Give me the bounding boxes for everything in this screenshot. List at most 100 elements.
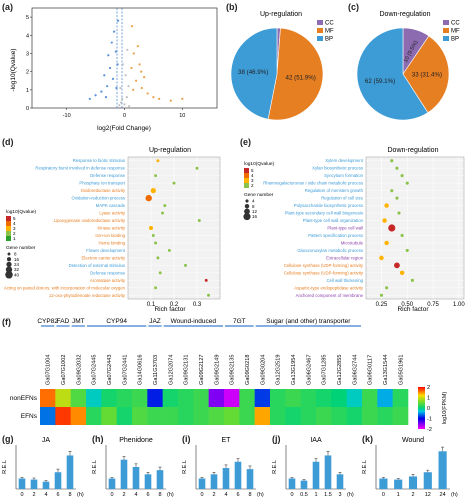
heatmap-column-label: Ga06G0117 [368, 355, 374, 385]
panel-label-a: (a) [2, 2, 13, 12]
enrichment-dot [154, 174, 158, 178]
gene-group-label: JAZ [149, 318, 161, 325]
legend-label-mf: MF [451, 29, 460, 35]
legend-swatch-cc [317, 20, 323, 25]
enrichment-term-label: Plant-type cell wall [327, 226, 363, 231]
gene-number-legend-dot [7, 252, 11, 256]
enrichment-dot [405, 248, 409, 252]
heatmap-column-label: Ga12G2519 [276, 355, 282, 385]
gene-group-label: FAD [57, 318, 70, 325]
bar-x-unit: (h) [451, 492, 458, 498]
heatmap-cell [162, 389, 179, 407]
volcano-point [115, 86, 118, 90]
heatmap-colorbar [418, 387, 425, 429]
qvalue-legend-swatch [244, 168, 249, 173]
bar-category-label: 3 [338, 492, 341, 498]
enrichment-dot [156, 159, 160, 163]
volcano-point [143, 75, 146, 79]
panel-label-k: (k) [362, 434, 373, 444]
panel-label-e: (e) [240, 137, 251, 147]
heatmap-cell [55, 389, 71, 407]
heatmap-cell [70, 389, 87, 407]
bar [132, 467, 140, 489]
bar-chart-title: Wound [402, 437, 424, 444]
bar [288, 478, 296, 489]
heatmap-cell [346, 389, 363, 407]
qvalue-legend-tick: 4 [13, 221, 16, 226]
bar-category-label: 4 [44, 492, 47, 498]
heatmap-cell [392, 407, 409, 425]
heatmap-column-label: Ga09G2127 [199, 355, 205, 385]
volcano-ytick-label: 5 [26, 15, 29, 21]
qvalue-legend-swatch [244, 183, 249, 188]
heatmap-row-label: nonEFNs [10, 395, 38, 402]
heatmap-cell [40, 389, 56, 407]
legend-swatch-cc [443, 20, 449, 25]
heatmap-cell [208, 407, 225, 425]
bar [222, 468, 230, 489]
heatmap-cell [40, 407, 56, 425]
heatmap-colorbar-tick: 2 [427, 385, 430, 391]
pie-up-slices: 42 (51.9%) 38 (46.9%) [230, 27, 324, 121]
bar-chart-ylabel: R.E.L [2, 460, 8, 474]
heatmap-cell [331, 389, 347, 407]
heatmap-column-label: Ga05G1961 [398, 355, 404, 385]
qvalue-legend-tick: 3 [13, 226, 16, 231]
bar-category-label: 6 [56, 492, 59, 498]
bar-chart-et: ET R.E.L 0 2 4 6 8 (h) [182, 437, 264, 498]
heatmap-cell [300, 389, 317, 407]
bar [198, 478, 206, 489]
heatmap-column-label: Ga11G3703 [153, 355, 159, 385]
gene-group-label: Wound-induced [171, 318, 217, 325]
volcano-point [124, 74, 127, 77]
bar [66, 455, 74, 489]
qvalue-legend-swatch [6, 236, 11, 241]
volcano-point [181, 97, 184, 101]
volcano-point [127, 85, 130, 88]
enrichment-term-label: Cellulose synthase (UDP-forming) activit… [284, 270, 364, 275]
enrichment-term-label: Respiratory burst involved in defense re… [35, 166, 125, 171]
enrichment-dot [145, 194, 152, 202]
enrichment-term-label: MAPK cascade [96, 203, 126, 208]
enrichment-term-label: Xylan biosynthetic process [312, 166, 363, 171]
legend-swatch-bp [443, 36, 449, 41]
gene-number-legend-tick: 16 [14, 257, 20, 262]
qvalue-legend-swatch [244, 173, 249, 178]
gene-group-label: CYP82 [37, 318, 58, 325]
panel-label-i: (i) [182, 434, 191, 444]
qvalue-legend-tick: 4 [251, 173, 254, 178]
enrichment-dot [394, 262, 400, 269]
heatmap-column-label: Ga07G1002 [61, 355, 67, 385]
volcano-point [121, 97, 124, 101]
qvalue-legend-tick: 5 [251, 168, 254, 173]
enrichment-dot [410, 278, 414, 282]
enrichment-dot [405, 181, 409, 185]
heatmap-cell [392, 389, 409, 407]
enrichment-term-label: Lipoxygenase oxidoreductase activity [54, 218, 126, 223]
enrichment-dot [399, 270, 405, 276]
volcano-point [100, 90, 103, 93]
enrichment-term-label: Lyase activity [99, 211, 125, 216]
qvalue-legend-swatch [6, 221, 11, 226]
bar-category-label: 12 [425, 492, 431, 498]
heatmap-cell [300, 407, 317, 425]
heatmap-cell [377, 389, 393, 407]
pie-slice-bp [356, 27, 429, 121]
heatmap-cell [132, 389, 148, 407]
heatmap-column-label: Ga13G1544 [383, 355, 389, 385]
volcano-point [140, 86, 143, 90]
volcano-point [130, 66, 133, 70]
volcano-ylabel: -log10(Qvalue) [10, 49, 17, 92]
legend-label-bp: BP [451, 37, 459, 43]
heatmap-cell [270, 407, 286, 425]
volcano-point [138, 63, 141, 66]
enrichment-dot [167, 248, 171, 252]
enrichment-term-label: Oxidation-reduction process [72, 196, 126, 201]
panel-label-c: (c) [348, 2, 359, 12]
bar [108, 478, 116, 489]
volcano-point [130, 25, 134, 28]
qvalue-legend-swatch [6, 216, 11, 221]
heatmap-row-label: EFNs [21, 413, 38, 420]
